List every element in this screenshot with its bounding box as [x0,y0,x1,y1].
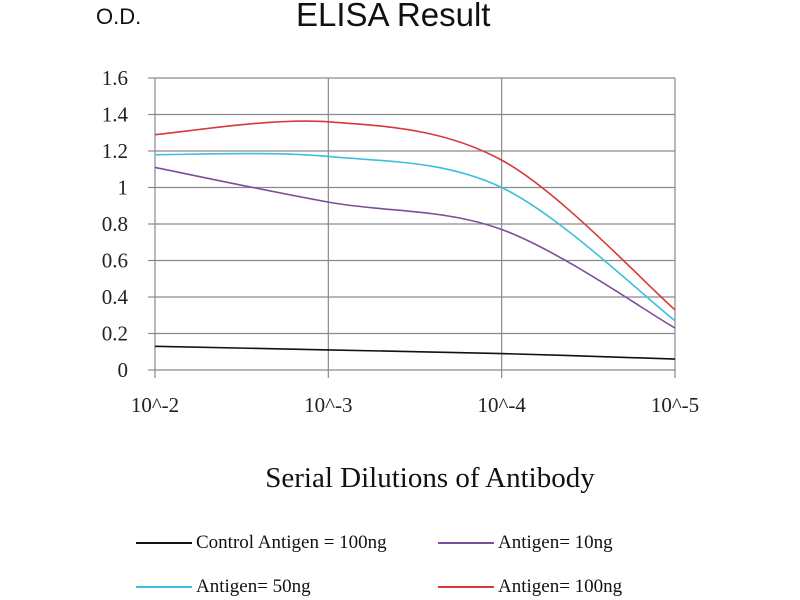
legend-item-10ng: Antigen= 10ng [438,532,613,554]
x-tick-label: 10^-5 [651,393,699,417]
legend-swatch [438,586,494,588]
series-line-2 [154,152,676,322]
x-tick-label: 10^-4 [477,393,526,417]
series-line-0 [154,345,676,360]
legend-label: Antigen= 50ng [196,576,311,597]
y-tick-label: 0.8 [102,212,128,236]
series-line-1 [154,166,676,329]
x-tick-label: 10^-2 [131,393,179,417]
legend-label: Antigen= 100ng [498,576,623,597]
x-tick-label: 10^-3 [304,393,352,417]
y-axis-label: O.D. [96,4,142,29]
legend-swatch [136,586,192,588]
y-tick-label: 1.6 [102,66,128,90]
x-axis-label: Serial Dilutions of Antibody [265,462,595,494]
legend-label: Antigen= 10ng [498,532,613,553]
y-tick-label: 0 [118,358,129,382]
series-line-3 [154,120,676,311]
y-tick-label: 0.4 [102,285,129,309]
y-tick-label: 0.2 [102,322,128,346]
legend-label: Control Antigen = 100ng [196,532,387,553]
y-tick-label: 1.4 [102,103,129,127]
legend-item-50ng: Antigen= 50ng [136,576,311,598]
legend-swatch [438,542,494,544]
legend-item-control: Control Antigen = 100ng [136,532,387,554]
chart-title: ELISA Result [296,0,491,33]
legend-swatch [136,542,192,544]
legend-item-100ng: Antigen= 100ng [438,576,622,598]
y-tick-label: 0.6 [102,249,128,273]
y-tick-label: 1 [118,176,129,200]
y-tick-label: 1.2 [102,139,128,163]
